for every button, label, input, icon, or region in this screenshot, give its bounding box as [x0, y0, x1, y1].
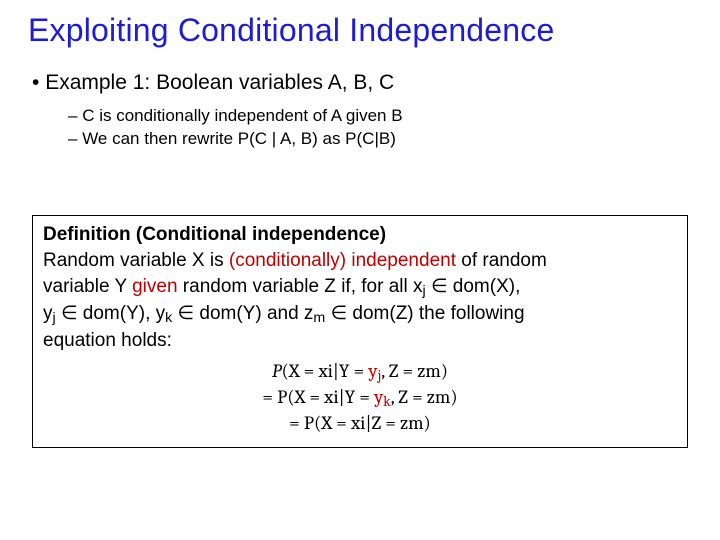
sub-bullets: C is conditionally independent of A give… — [84, 105, 692, 151]
def-given: given — [132, 276, 177, 297]
equation-block: P(X = xi|Y = yj, Z = zm) = P(X = xi|Y = … — [43, 359, 677, 437]
eq-r2a: = P(X = xi|Y = — [262, 386, 374, 408]
eq-yk: yk — [374, 386, 391, 408]
equation-line-3: = P(X = xi|Z = zm) — [43, 411, 677, 437]
def-text-2c: ∈ dom(X), — [426, 276, 521, 297]
eq-mid1: , Z = zm) — [381, 360, 448, 382]
definition-box: Definition (Conditional independence) Ra… — [32, 215, 688, 448]
def-text-1b: of random — [456, 250, 547, 271]
definition-heading: Definition (Conditional independence) — [43, 224, 677, 246]
def-text-3c: ∈ dom(Y) and z — [172, 303, 313, 324]
definition-body: Random variable X is (conditionally) ind… — [43, 248, 677, 353]
eq-lhs: (X = xi|Y = — [281, 360, 368, 382]
def-text-3b: ∈ dom(Y), y — [56, 303, 165, 324]
equation-line-2: = P(X = xi|Y = yk, Z = zm) — [43, 385, 677, 411]
eq-r2b: , Z = zm) — [391, 386, 458, 408]
def-text-4: equation holds: — [43, 330, 172, 351]
sub-bullet-1: C is conditionally independent of A give… — [84, 105, 692, 128]
eq-yj: yj — [368, 360, 381, 382]
def-text-1a: Random variable X is — [43, 250, 229, 271]
slide-title: Exploiting Conditional Independence — [28, 12, 692, 49]
sub-bullet-2: We can then rewrite P(C | A, B) as P(C|B… — [84, 128, 692, 151]
sub-m1: m — [313, 309, 325, 325]
def-conditionally-independent: (conditionally) independent — [229, 250, 456, 271]
bullet-example: Example 1: Boolean variables A, B, C — [48, 71, 692, 95]
def-text-2b: random variable Z if, for all x — [178, 276, 423, 297]
equation-line-1: P(X = xi|Y = yj, Z = zm) — [43, 359, 677, 385]
def-text-2a: variable Y — [43, 276, 132, 297]
def-text-3a: yj — [43, 303, 56, 324]
def-text-3d: ∈ dom(Z) the following — [325, 303, 524, 324]
